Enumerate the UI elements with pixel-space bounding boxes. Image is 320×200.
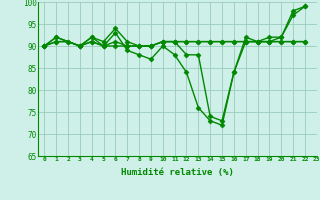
X-axis label: Humidité relative (%): Humidité relative (%) [121,168,234,177]
